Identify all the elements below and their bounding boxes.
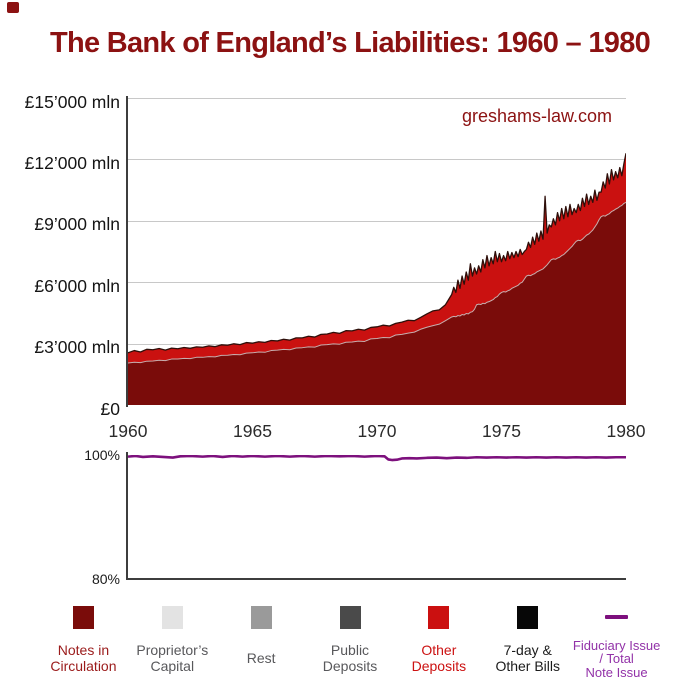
color-swatch-icon <box>428 605 450 629</box>
ratio-tick-label: 80% <box>91 571 120 587</box>
x-tick-label: 1980 <box>606 421 646 441</box>
legend-label: Proprietor’s Capital <box>136 642 209 674</box>
y-tick-label: £9’000 mln <box>34 214 120 235</box>
ratio-y-axis <box>126 452 128 580</box>
legend-label: Public Deposits <box>322 642 378 674</box>
legend-swatch-2 <box>250 605 272 629</box>
fiduciary-ratio-line <box>128 455 626 462</box>
legend-label: Notes in Circulation <box>50 642 117 674</box>
legend-item-0: Notes in Circulation <box>39 605 128 682</box>
x-tick-label: 1975 <box>482 421 521 441</box>
legend-item-3: Public Deposits <box>306 605 395 682</box>
brand-mark <box>7 2 19 13</box>
ratio-tick-label: 100% <box>84 447 120 463</box>
total-top-line <box>128 153 626 354</box>
legend-swatch-5 <box>517 605 539 629</box>
legend-swatch-3 <box>339 605 361 629</box>
legend-item-1: Proprietor’s Capital <box>128 605 217 682</box>
ratio-x-axis <box>126 578 626 580</box>
page-title: The Bank of England’s Liabilities: 1960 … <box>49 27 651 59</box>
y-tick-label: £6’000 mln <box>34 275 120 296</box>
legend-item-5: 7-day & Other Bills <box>483 605 572 682</box>
legend-label: Other Deposits <box>411 642 467 674</box>
gridline-15000 <box>128 98 626 99</box>
purple-line-icon <box>605 614 629 620</box>
x-tick-label: 1960 <box>108 421 148 441</box>
gridline-12000 <box>128 159 626 161</box>
legend-label: Rest <box>246 650 276 667</box>
legend-swatch-4 <box>428 605 450 629</box>
color-swatch-icon <box>250 605 272 629</box>
stacked-area-chart <box>128 153 626 405</box>
color-swatch-icon <box>161 605 183 629</box>
legend-swatch-0 <box>72 605 94 629</box>
y-tick-label: £0 <box>100 398 120 419</box>
notes-boundary-line <box>128 201 626 364</box>
x-tick-label: 1970 <box>357 421 397 441</box>
gridline-6000 <box>128 282 626 284</box>
watermark-text: greshams-law.com <box>461 106 612 126</box>
legend-swatch-1 <box>161 605 183 629</box>
main-y-axis <box>126 96 128 407</box>
legend-label: 7-day & Other Bills <box>495 642 561 674</box>
legend-item-2: Rest <box>217 605 306 682</box>
notes-in-circulation-area <box>128 202 626 405</box>
fiduciary-ratio-chart <box>128 455 626 462</box>
color-swatch-icon <box>339 605 361 629</box>
color-swatch-icon <box>517 605 539 629</box>
gridline-9000 <box>128 220 626 222</box>
chart-legend: Notes in Circulation Proprietor’s Capital… <box>39 605 661 682</box>
legend-item-4: Other Deposits <box>394 605 483 682</box>
y-tick-label: £15’000 mln <box>24 91 120 112</box>
legend-line-marker <box>605 605 629 629</box>
legend-item-6: Fiduciary Issue / Total Note Issue <box>572 605 661 682</box>
legend-label: Fiduciary Issue / Total Note Issue <box>572 637 661 680</box>
y-tick-label: £3’000 mln <box>34 337 120 358</box>
x-tick-label: 1965 <box>233 421 272 441</box>
y-tick-label: £12’000 mln <box>24 152 120 173</box>
color-swatch-icon <box>72 605 94 629</box>
